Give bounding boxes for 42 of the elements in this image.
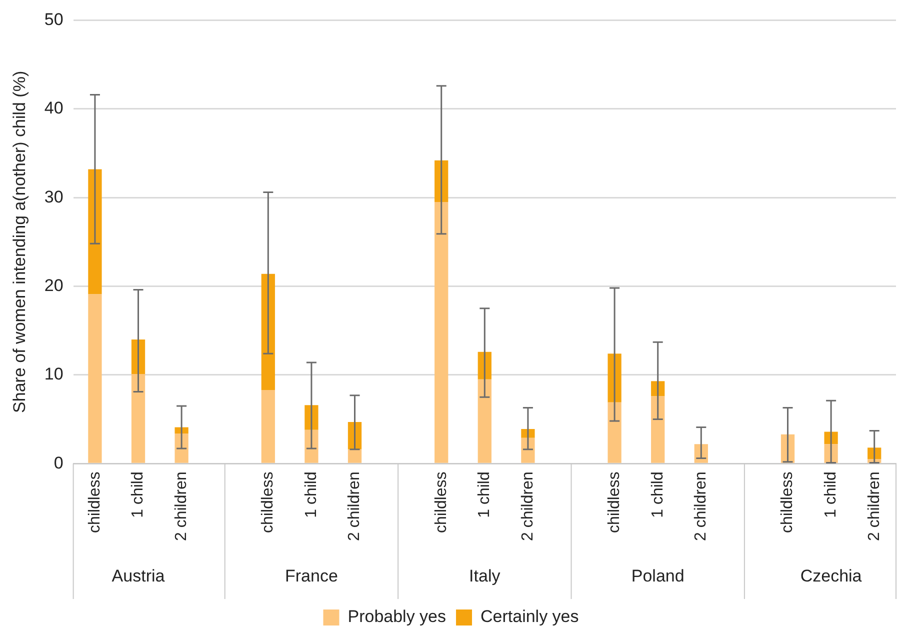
bar — [521, 438, 535, 463]
bar — [88, 294, 102, 463]
y-axis-title: Share of women intending a(nother) child (%) — [10, 70, 29, 413]
bar — [608, 402, 622, 463]
text: Czechia — [800, 566, 862, 586]
x-tick-label: childless — [260, 472, 277, 533]
x-tick-label: childless — [432, 472, 450, 533]
bar — [131, 374, 146, 463]
x-tick-label: 2 children — [519, 472, 536, 541]
text: Italy — [469, 566, 501, 586]
bar — [304, 430, 318, 463]
bar — [651, 396, 665, 463]
bar — [261, 390, 275, 463]
legend-label: Probably yes — [348, 607, 446, 626]
x-tick-label: childless — [779, 472, 796, 533]
y-tick-label: 40 — [44, 98, 64, 118]
y-tick-label: 20 — [44, 276, 64, 295]
bar — [261, 274, 275, 390]
y-tick-label: 0 — [54, 453, 64, 472]
x-tick-label: 2 children — [866, 472, 883, 541]
text: Poland — [631, 566, 684, 586]
y-tick-label: 50 — [44, 10, 64, 29]
x-tick-label: 2 children — [692, 472, 710, 541]
x-tick-label: childless — [606, 472, 623, 533]
bar — [348, 449, 362, 463]
bar — [434, 202, 448, 463]
text: Austria — [112, 566, 166, 586]
text: France — [284, 566, 338, 586]
x-tick-label: 2 children — [346, 472, 364, 541]
bar — [88, 169, 102, 294]
x-tick-label: 1 child — [822, 472, 840, 518]
legend-label: Certainly yes — [480, 607, 579, 626]
x-tick-label: 1 child — [130, 472, 147, 518]
y-tick-label: 10 — [44, 364, 64, 384]
x-tick-label: 1 child — [476, 472, 494, 518]
bar — [174, 433, 188, 463]
x-tick-label: childless — [86, 472, 104, 533]
x-tick-label: 1 child — [302, 472, 320, 518]
bar — [478, 379, 492, 463]
x-tick-label: 1 child — [649, 472, 666, 518]
x-tick-label: 2 children — [172, 472, 190, 541]
y-tick-label: 30 — [44, 187, 64, 206]
